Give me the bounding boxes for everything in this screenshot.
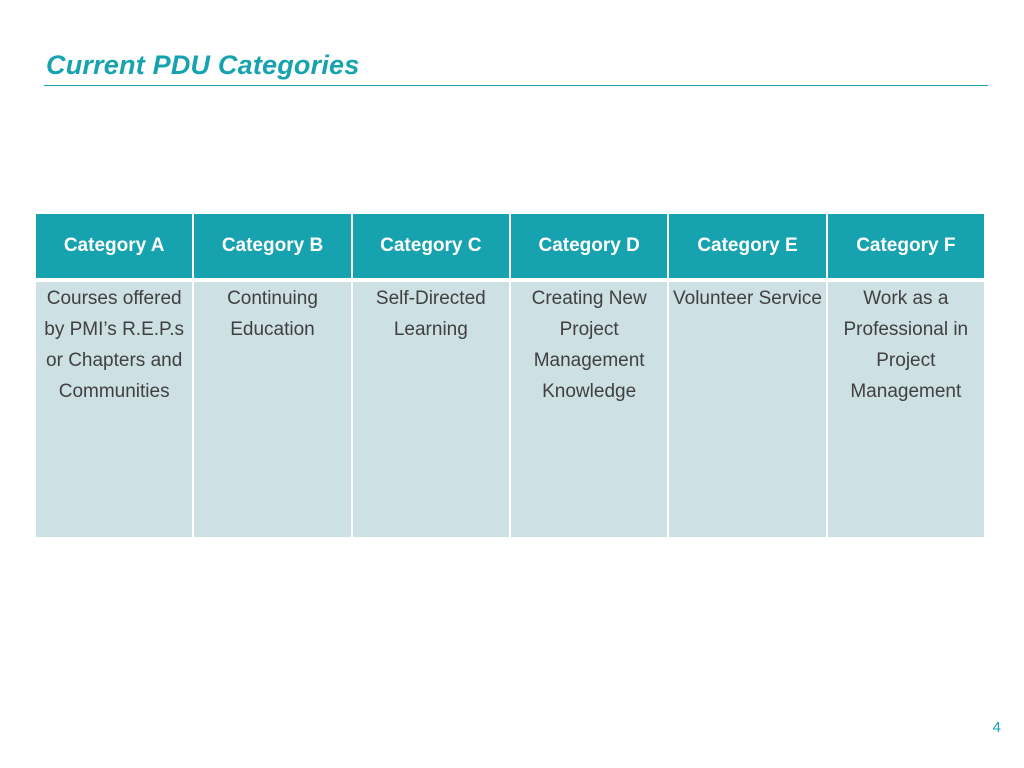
cell-category-d: Creating New Project Management Knowledg…	[508, 279, 670, 539]
cell-category-c: Self-Directed Learning	[350, 279, 511, 539]
table-row: Courses offered by PMI’s R.E.P.s or Chap…	[33, 279, 987, 539]
page-number: 4	[992, 719, 1001, 736]
header-category-f: Category F	[825, 212, 987, 282]
header-category-e: Category E	[667, 212, 828, 282]
header-category-b: Category B	[192, 212, 353, 282]
title-underline	[44, 85, 988, 86]
cell-category-b: Continuing Education	[192, 279, 353, 539]
header-category-a: Category A	[33, 212, 195, 282]
cell-category-e: Volunteer Service	[667, 279, 828, 539]
table-header-row: Category A Category B Category C Categor…	[33, 212, 987, 282]
cell-category-f: Work as a Professional in Project Manage…	[825, 279, 987, 539]
slide-title: Current PDU Categories	[46, 50, 360, 80]
header-category-d: Category D	[508, 212, 670, 282]
pdu-categories-table: Category A Category B Category C Categor…	[33, 212, 987, 539]
header-category-c: Category C	[350, 212, 511, 282]
cell-category-a: Courses offered by PMI’s R.E.P.s or Chap…	[33, 279, 195, 539]
